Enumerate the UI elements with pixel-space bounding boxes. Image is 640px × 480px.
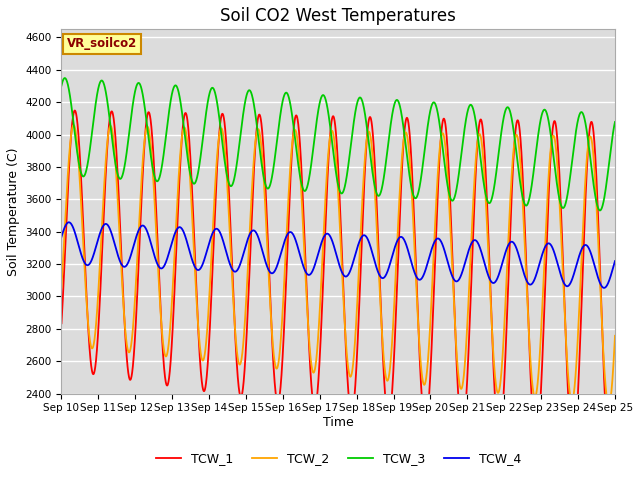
TCW_2: [294, 141, 301, 147]
TCW_1: [121, 324, 129, 330]
TCW_1: [606, 451, 614, 456]
X-axis label: Time: Time: [323, 416, 354, 429]
Y-axis label: Soil Temperature (C): Soil Temperature (C): [7, 147, 20, 276]
TCW_2: [605, 402, 612, 408]
TCW_3: [121, 162, 129, 168]
Line: TCW_2: TCW_2: [61, 125, 615, 405]
TCW_4: [611, 258, 619, 264]
TCW_3: [154, 178, 161, 184]
TCW_4: [270, 269, 278, 275]
TCW_1: [541, 297, 548, 302]
TCW_3: [294, 159, 301, 165]
Legend: TCW_1, TCW_2, TCW_3, TCW_4: TCW_1, TCW_2, TCW_3, TCW_4: [150, 447, 526, 470]
TCW_2: [270, 353, 278, 359]
Line: TCW_1: TCW_1: [61, 110, 615, 454]
TCW_2: [58, 285, 65, 290]
TCW_4: [541, 245, 548, 251]
TCW_2: [611, 333, 619, 339]
TCW_4: [58, 234, 65, 240]
TCW_2: [154, 257, 161, 263]
TCW_2: [541, 252, 548, 257]
TCW_4: [121, 264, 129, 270]
TCW_1: [154, 240, 161, 246]
TCW_1: [270, 369, 278, 375]
Text: VR_soilco2: VR_soilco2: [67, 37, 137, 50]
TCW_1: [71, 108, 79, 113]
TCW_4: [600, 285, 608, 291]
Line: TCW_4: TCW_4: [61, 222, 615, 288]
TCW_3: [541, 107, 548, 112]
TCW_4: [600, 285, 608, 291]
TCW_3: [58, 83, 65, 88]
TCW_2: [70, 122, 77, 128]
Title: Soil CO2 West Temperatures: Soil CO2 West Temperatures: [220, 7, 456, 25]
Line: TCW_3: TCW_3: [61, 78, 615, 210]
TCW_3: [270, 162, 278, 168]
TCW_3: [600, 194, 608, 200]
TCW_1: [58, 320, 65, 326]
TCW_3: [596, 207, 604, 213]
TCW_4: [65, 219, 73, 225]
TCW_2: [600, 366, 608, 372]
TCW_4: [154, 262, 161, 267]
TCW_1: [294, 119, 301, 124]
TCW_3: [611, 119, 619, 125]
TCW_2: [121, 321, 129, 327]
TCW_1: [611, 392, 619, 398]
TCW_1: [600, 381, 608, 386]
TCW_3: [61, 75, 68, 81]
TCW_4: [294, 245, 301, 251]
